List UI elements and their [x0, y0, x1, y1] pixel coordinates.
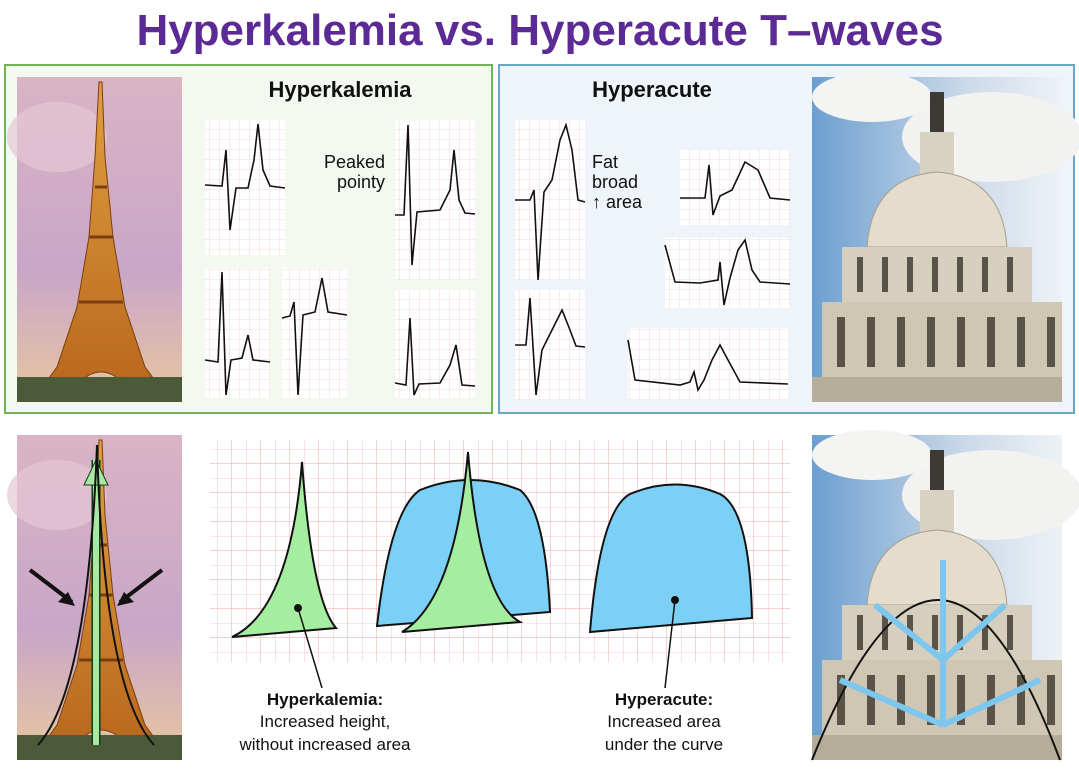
ecg-strips [204, 120, 791, 400]
t-wave-shapes [231, 451, 754, 689]
panel-note: ↑ area [592, 192, 643, 212]
caption-line: without increased area [238, 735, 411, 754]
panel-note: Peaked [324, 152, 385, 172]
eiffel-arrows [28, 444, 164, 746]
panel-note: broad [592, 172, 638, 192]
caption-line: Increased area [607, 712, 721, 731]
panel-note: Fat [592, 152, 618, 172]
caption-line: under the curve [605, 735, 723, 754]
caption-line: Increased height, [260, 712, 390, 731]
capitol-arrows [811, 560, 1061, 761]
panel-heading: Hyperacute [592, 77, 712, 102]
panel-heading: Hyperkalemia [268, 77, 412, 102]
caption-title: Hyperacute: [615, 690, 713, 709]
panel-note: pointy [337, 172, 385, 192]
capitol-photo [811, 71, 1079, 403]
eiffel-photo [5, 75, 184, 404]
title: Hyperkalemia vs. Hyperacute T–waves [136, 6, 943, 55]
caption-title: Hyperkalemia: [267, 690, 383, 709]
